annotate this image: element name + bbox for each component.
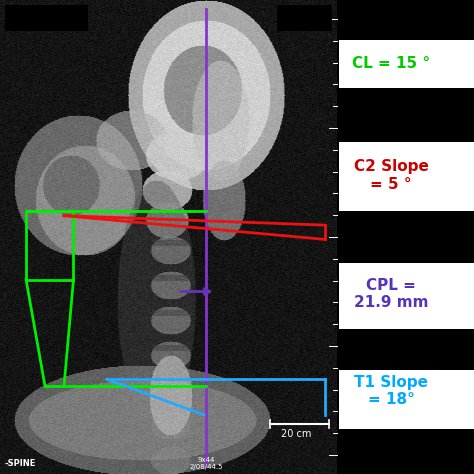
Text: 9x44
2/08/44.5: 9x44 2/08/44.5 [190, 457, 223, 470]
Text: 20 cm: 20 cm [281, 428, 311, 439]
Bar [339, 263, 474, 329]
Text: C2 Slope
= 5 °: C2 Slope = 5 ° [354, 159, 428, 191]
Text: CL = 15 °: CL = 15 ° [352, 56, 430, 72]
Text: T1 Slope
= 18°: T1 Slope = 18° [354, 375, 428, 407]
Bar [339, 142, 474, 211]
Bar [277, 5, 332, 31]
Bar [339, 370, 474, 429]
Bar [5, 5, 88, 31]
Bar [339, 40, 474, 88]
Text: -SPINE: -SPINE [5, 459, 36, 468]
Text: CPL =
21.9 mm: CPL = 21.9 mm [354, 278, 428, 310]
